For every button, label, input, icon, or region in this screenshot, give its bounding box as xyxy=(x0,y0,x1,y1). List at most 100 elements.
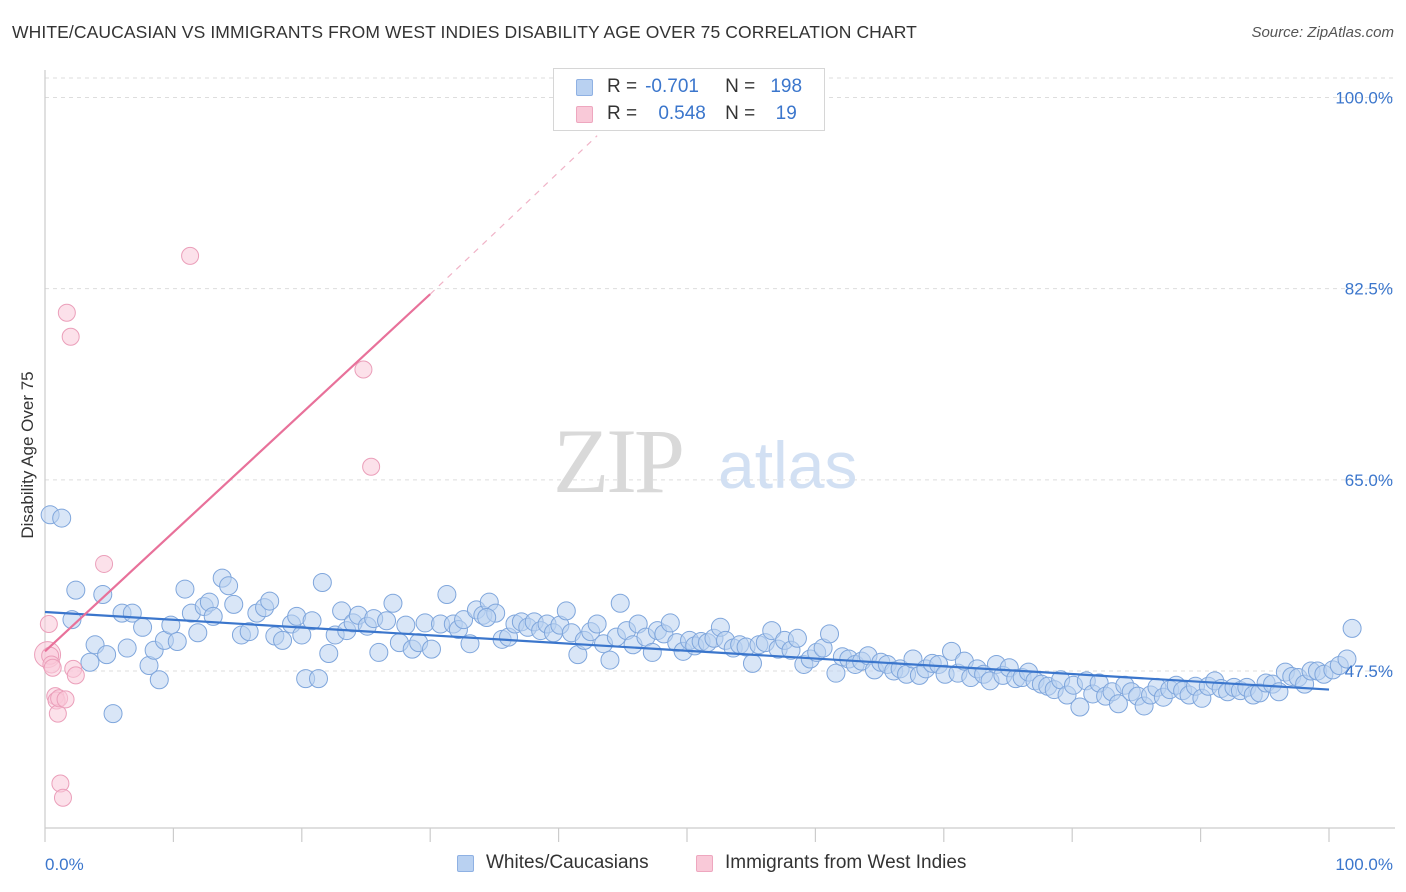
legend-label-whites: Whites/Caucasians xyxy=(486,852,649,873)
series-whites-points xyxy=(40,505,1362,724)
legend-swatch-pink xyxy=(696,854,713,872)
data-point-whites xyxy=(610,593,630,613)
data-point-west-indies xyxy=(56,690,75,709)
series-legend: Whites/Caucasians Immigrants from West I… xyxy=(0,852,1406,876)
data-point-whites xyxy=(103,704,123,724)
data-point-west-indies xyxy=(43,658,62,677)
watermark: ZIP atlas xyxy=(553,410,857,512)
legend-row-whites: R = -0.701 N = 198 xyxy=(576,75,807,99)
legend-swatch-pink xyxy=(576,105,593,123)
data-point-whites xyxy=(308,669,328,689)
legend-item-west-indies: Immigrants from West Indies xyxy=(696,852,966,874)
legend-n-label: N = xyxy=(725,103,756,124)
data-point-west-indies xyxy=(181,246,200,265)
data-point-whites xyxy=(224,594,244,614)
data-point-whites xyxy=(80,652,100,672)
data-point-whites xyxy=(1342,618,1362,638)
data-point-whites xyxy=(149,670,169,690)
data-point-west-indies xyxy=(57,303,76,322)
y-tick-label: 100.0% xyxy=(1335,89,1393,108)
trend-line-west-indies xyxy=(44,293,431,653)
trend-line-whites xyxy=(44,610,1330,691)
data-point-west-indies xyxy=(354,360,373,379)
data-point-whites xyxy=(62,610,82,630)
data-point-whites xyxy=(477,607,497,627)
chart-title: WHITE/CAUCASIAN VS IMMIGRANTS FROM WEST … xyxy=(12,22,917,42)
data-point-whites xyxy=(117,638,137,658)
trend-line-west-indies-extension xyxy=(429,135,598,295)
axes xyxy=(44,70,1395,842)
data-point-whites xyxy=(377,611,397,631)
data-point-whites xyxy=(454,610,474,630)
data-point-whites xyxy=(93,585,113,605)
legend-n-value: 198 xyxy=(770,76,803,97)
data-point-west-indies xyxy=(39,615,58,634)
data-point-whites xyxy=(175,579,195,599)
data-point-west-indies xyxy=(66,666,85,685)
data-point-whites xyxy=(66,580,86,600)
data-point-whites xyxy=(1337,649,1357,669)
data-point-west-indies xyxy=(362,457,381,476)
data-point-whites xyxy=(421,639,441,659)
legend-n-label: N = xyxy=(725,76,756,97)
data-point-whites xyxy=(383,593,403,613)
data-point-whites xyxy=(460,634,480,654)
data-point-whites xyxy=(660,613,680,633)
legend-row-west-indies: R = 0.548 N = 19 xyxy=(576,102,807,126)
source-label: Source: ZipAtlas.com xyxy=(1251,24,1394,41)
x-tick-label: 0.0% xyxy=(45,855,84,874)
data-point-whites xyxy=(1108,694,1128,714)
data-point-whites xyxy=(167,632,187,652)
data-point-whites xyxy=(642,642,662,662)
data-point-whites xyxy=(97,645,117,665)
legend-n-value: 19 xyxy=(775,103,797,124)
data-point-whites xyxy=(369,642,389,662)
data-point-whites xyxy=(396,615,416,635)
data-point-whites xyxy=(260,591,280,611)
data-point-whites xyxy=(556,601,576,621)
data-point-whites xyxy=(826,663,846,683)
data-point-whites xyxy=(1070,697,1090,717)
data-point-whites xyxy=(188,623,208,643)
legend-swatch-blue xyxy=(457,854,474,872)
tick-labels: 100.0% 82.5% 65.0% 47.5% 0.0% 100.0% xyxy=(45,89,1393,875)
data-point-whites xyxy=(292,625,312,645)
y-axis-label: Disability Age Over 75 xyxy=(18,371,37,538)
trend-lines xyxy=(44,135,1330,691)
series-west-indies-points xyxy=(34,246,381,807)
data-point-whites xyxy=(312,573,332,593)
legend-r-label: R = xyxy=(607,103,638,124)
x-tick-label: 100.0% xyxy=(1335,855,1393,874)
watermark-zip: ZIP xyxy=(553,410,682,512)
grid-lines xyxy=(45,77,1395,672)
legend-r-label: R = xyxy=(607,76,638,97)
legend-label-west-indies: Immigrants from West Indies xyxy=(725,852,967,873)
y-tick-label: 65.0% xyxy=(1345,471,1393,490)
y-tick-label: 47.5% xyxy=(1345,662,1393,681)
y-tick-label: 82.5% xyxy=(1345,280,1393,299)
data-point-whites xyxy=(820,624,840,644)
data-point-whites xyxy=(133,617,153,637)
legend-item-whites: Whites/Caucasians xyxy=(457,852,649,874)
data-point-whites xyxy=(239,622,259,642)
data-point-whites xyxy=(302,611,322,631)
data-point-west-indies xyxy=(61,327,80,346)
legend-r-value: -0.701 xyxy=(645,76,699,97)
watermark-atlas: atlas xyxy=(718,428,857,502)
data-point-whites xyxy=(319,644,339,664)
data-point-west-indies xyxy=(53,788,72,807)
legend-swatch-blue xyxy=(576,78,593,96)
stats-legend: R = -0.701 N = 198 R = 0.548 N = 19 xyxy=(553,68,825,131)
data-point-whites xyxy=(787,628,807,648)
data-point-whites xyxy=(273,630,293,650)
data-point-whites xyxy=(600,650,620,670)
data-point-whites xyxy=(762,621,782,641)
data-point-whites xyxy=(219,576,239,596)
data-point-whites xyxy=(437,585,457,605)
data-point-whites xyxy=(942,641,962,661)
data-point-whites xyxy=(587,614,607,634)
data-point-whites xyxy=(52,508,72,528)
data-point-west-indies xyxy=(95,554,114,573)
legend-r-value: 0.548 xyxy=(658,103,706,124)
